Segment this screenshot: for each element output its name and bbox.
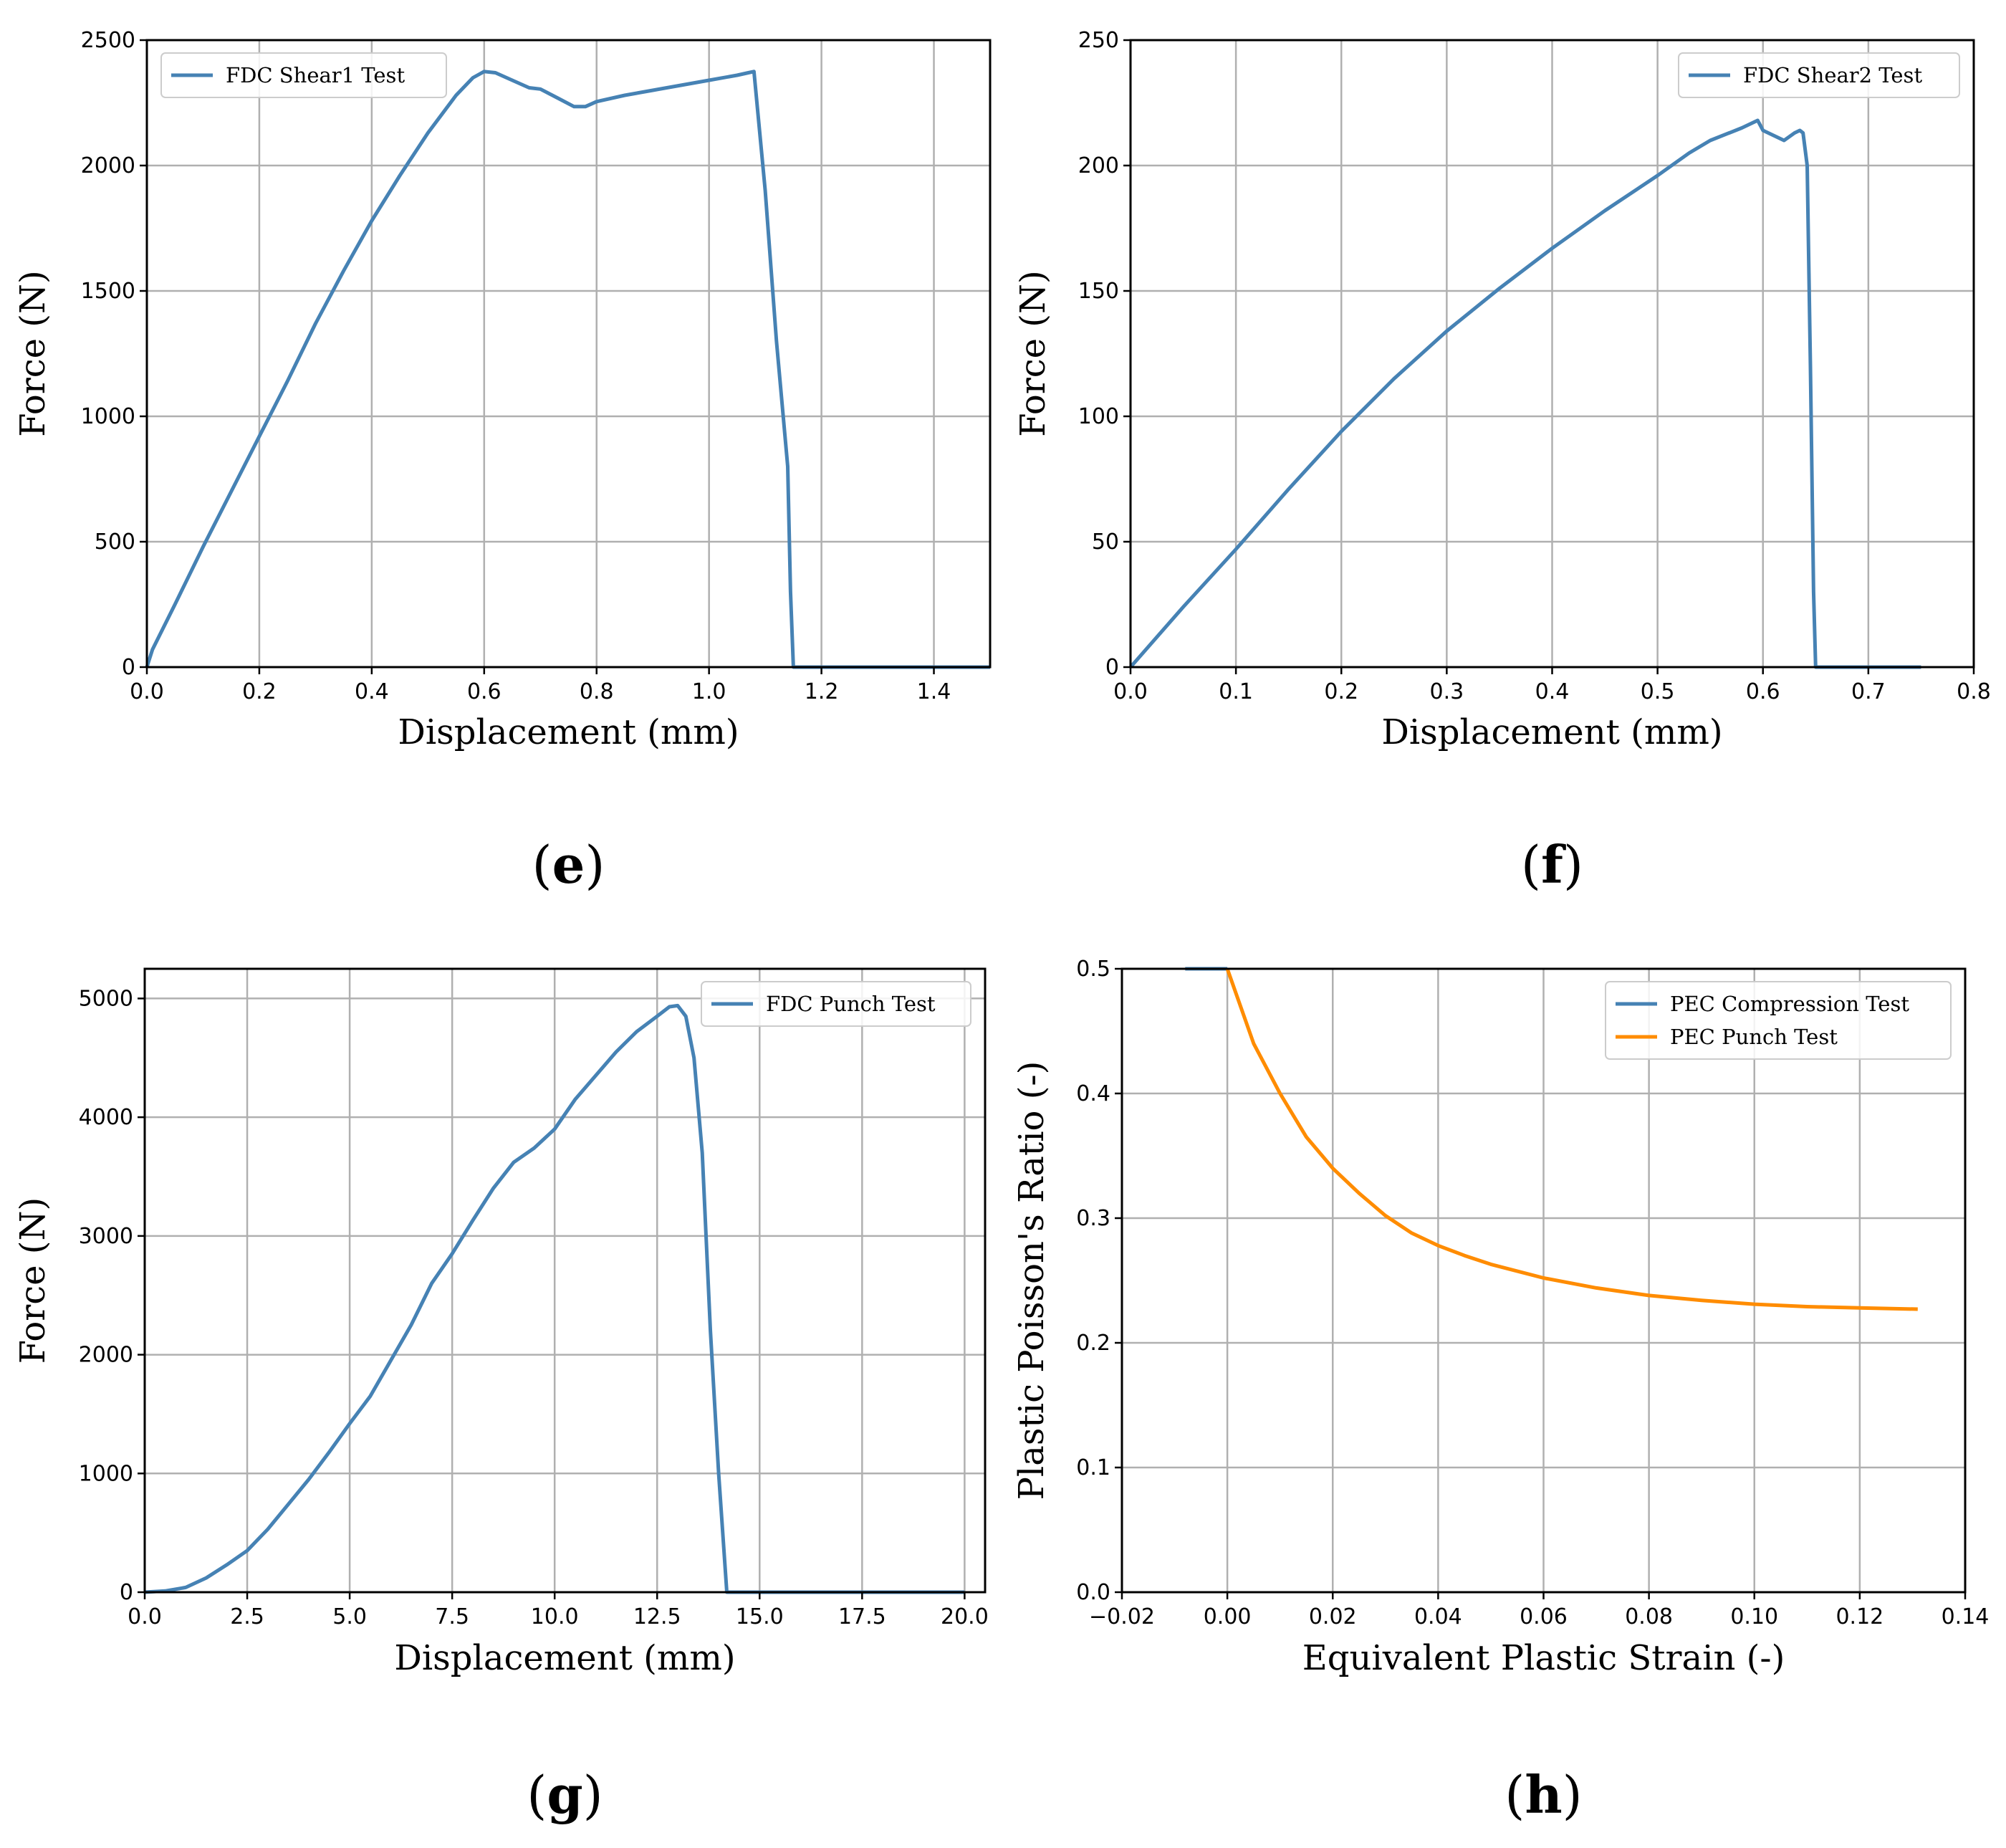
y-tick-label: 2500 [81, 28, 135, 53]
y-tick-label: 1500 [81, 279, 135, 304]
x-tick-label: 0.00 [1204, 1604, 1252, 1629]
x-tick-label: 0.0 [128, 1604, 162, 1629]
y-tick-label: 0.2 [1076, 1331, 1110, 1356]
y-tick-label: 0.1 [1076, 1455, 1110, 1480]
y-tick-label: 0 [120, 1580, 133, 1605]
x-tick-label: 10.0 [531, 1604, 579, 1629]
chart-panel-g: 0.0 2.5 5.0 7.5 10.0 12.5 15.0 17.5 20.0 0 1000 200… [13, 967, 989, 1825]
y-tick-label: 150 [1078, 279, 1119, 304]
panel-label: (e) [532, 834, 605, 895]
legend-box [1605, 981, 1952, 1060]
x-tick-label: 0.0 [1113, 679, 1148, 704]
x-tick-label: 7.5 [435, 1604, 469, 1629]
x-tick-label: 0.14 [1942, 1604, 1990, 1629]
x-tick-label: 20.0 [941, 1604, 989, 1629]
legend-label: PEC Compression Test [1670, 992, 1909, 1016]
y-tick-label: 0 [1105, 655, 1119, 680]
legend-label: FDC Punch Test [766, 992, 936, 1016]
y-tick-label: 0.4 [1076, 1081, 1110, 1106]
series-line-fdc-punch-test [144, 1003, 965, 1594]
x-tick-label: 1.0 [692, 679, 726, 704]
panel-label: (h) [1504, 1764, 1583, 1825]
x-tick-label: 17.5 [838, 1604, 886, 1629]
x-tick-label: 0.4 [1535, 679, 1570, 704]
y-tick-label: 1000 [79, 1461, 133, 1486]
series-line-pec-punch-test [1225, 968, 1918, 1311]
panel-label: (f) [1521, 834, 1583, 895]
legend-label: FDC Shear1 Test [226, 63, 405, 87]
x-tick-label: 15.0 [736, 1604, 784, 1629]
legend-label: PEC Punch Test [1670, 1025, 1838, 1049]
y-tick-label: 0.0 [1076, 1580, 1110, 1605]
x-tick-label: 0.6 [1746, 679, 1780, 704]
x-tick-label: 5.0 [332, 1604, 367, 1629]
x-tick-label: 0.06 [1520, 1604, 1568, 1629]
y-tick-label: 2000 [79, 1343, 133, 1368]
x-axis-label: Equivalent Plastic Strain (-) [1302, 1638, 1785, 1678]
chart-panel-f: 0.0 0.1 0.2 0.3 0.4 0.5 0.6 0.7 0.8 0 50 100 150 200 2… [1013, 28, 1991, 895]
y-axis-label: Force (N) [13, 270, 53, 437]
y-tick-label: 2000 [81, 153, 135, 178]
x-axis-label: Displacement (mm) [398, 712, 739, 752]
y-tick-label: 500 [95, 530, 135, 555]
legend-box [160, 52, 447, 98]
x-tick-label: 0.2 [1324, 679, 1358, 704]
panel-letter: g [547, 1764, 582, 1825]
x-tick-label: 0.0 [130, 679, 164, 704]
legend: FDC Punch Test [701, 981, 971, 1027]
x-tick-label: 0.6 [467, 679, 502, 704]
panel-letter: h [1525, 1764, 1562, 1825]
y-tick-label: 0.3 [1076, 1206, 1110, 1231]
x-tick-label: 0.5 [1641, 679, 1675, 704]
x-tick-label: 0.8 [1957, 679, 1991, 704]
x-tick-label: 0.7 [1851, 679, 1886, 704]
y-tick-label: 0.5 [1076, 957, 1110, 982]
legend-box [701, 981, 971, 1027]
x-tick-label: 0.04 [1414, 1604, 1462, 1629]
y-axis-label: Force (N) [1013, 270, 1053, 437]
y-tick-label: 50 [1092, 530, 1119, 555]
y-axis-label: Plastic Poisson's Ratio (-) [1012, 1061, 1052, 1500]
y-tick-label: 100 [1078, 404, 1119, 429]
chart-panel-h: −0.02 0.00 0.02 0.04 0.06 0.08 0.10 0.12 0.14 0.0… [1012, 957, 1989, 1825]
x-axis-label: Displacement (mm) [1381, 712, 1722, 752]
axes-frame [145, 39, 992, 669]
y-tick-label: 1000 [81, 404, 135, 429]
x-tick-label: −0.02 [1089, 1604, 1155, 1629]
legend: FDC Shear2 Test [1678, 52, 1960, 98]
x-tick-label: 0.2 [242, 679, 277, 704]
legend-label: FDC Shear2 Test [1743, 63, 1922, 87]
x-tick-label: 2.5 [230, 1604, 264, 1629]
x-tick-label: 0.08 [1625, 1604, 1673, 1629]
x-tick-label: 1.4 [917, 679, 951, 704]
legend: FDC Shear1 Test [160, 52, 447, 98]
axes-frame [143, 967, 987, 1594]
x-tick-label: 0.3 [1430, 679, 1464, 704]
x-tick-label: 0.1 [1219, 679, 1253, 704]
y-tick-label: 200 [1078, 153, 1119, 178]
x-tick-label: 0.4 [355, 679, 389, 704]
x-tick-label: 0.12 [1835, 1604, 1883, 1629]
y-tick-label: 4000 [79, 1105, 133, 1130]
legend-box [1678, 52, 1960, 98]
series-line-fdc-shear1-test [145, 70, 990, 669]
x-tick-label: 1.2 [805, 679, 839, 704]
legend: PEC Compression Test PEC Punch Test [1605, 981, 1952, 1060]
x-axis-label: Displacement (mm) [394, 1638, 735, 1678]
chart-panel-e: 0.0 0.2 0.4 0.6 0.8 1.0 1.2 1.4 0 500 1000 1500 2000… [13, 28, 992, 895]
x-tick-label: 0.8 [580, 679, 614, 704]
panel-label: (g) [527, 1764, 603, 1825]
y-tick-label: 0 [122, 655, 135, 680]
x-tick-label: 0.02 [1309, 1604, 1357, 1629]
y-axis-label: Force (N) [13, 1197, 53, 1364]
x-tick-label: 12.5 [633, 1604, 681, 1629]
x-tick-label: 0.10 [1730, 1604, 1778, 1629]
panel-letter: f [1541, 834, 1566, 895]
y-tick-label: 5000 [79, 986, 133, 1011]
panel-letter: e [552, 834, 585, 895]
series-line-fdc-shear2-test [1129, 118, 1921, 669]
y-tick-label: 3000 [79, 1224, 133, 1249]
y-tick-label: 250 [1078, 28, 1119, 53]
